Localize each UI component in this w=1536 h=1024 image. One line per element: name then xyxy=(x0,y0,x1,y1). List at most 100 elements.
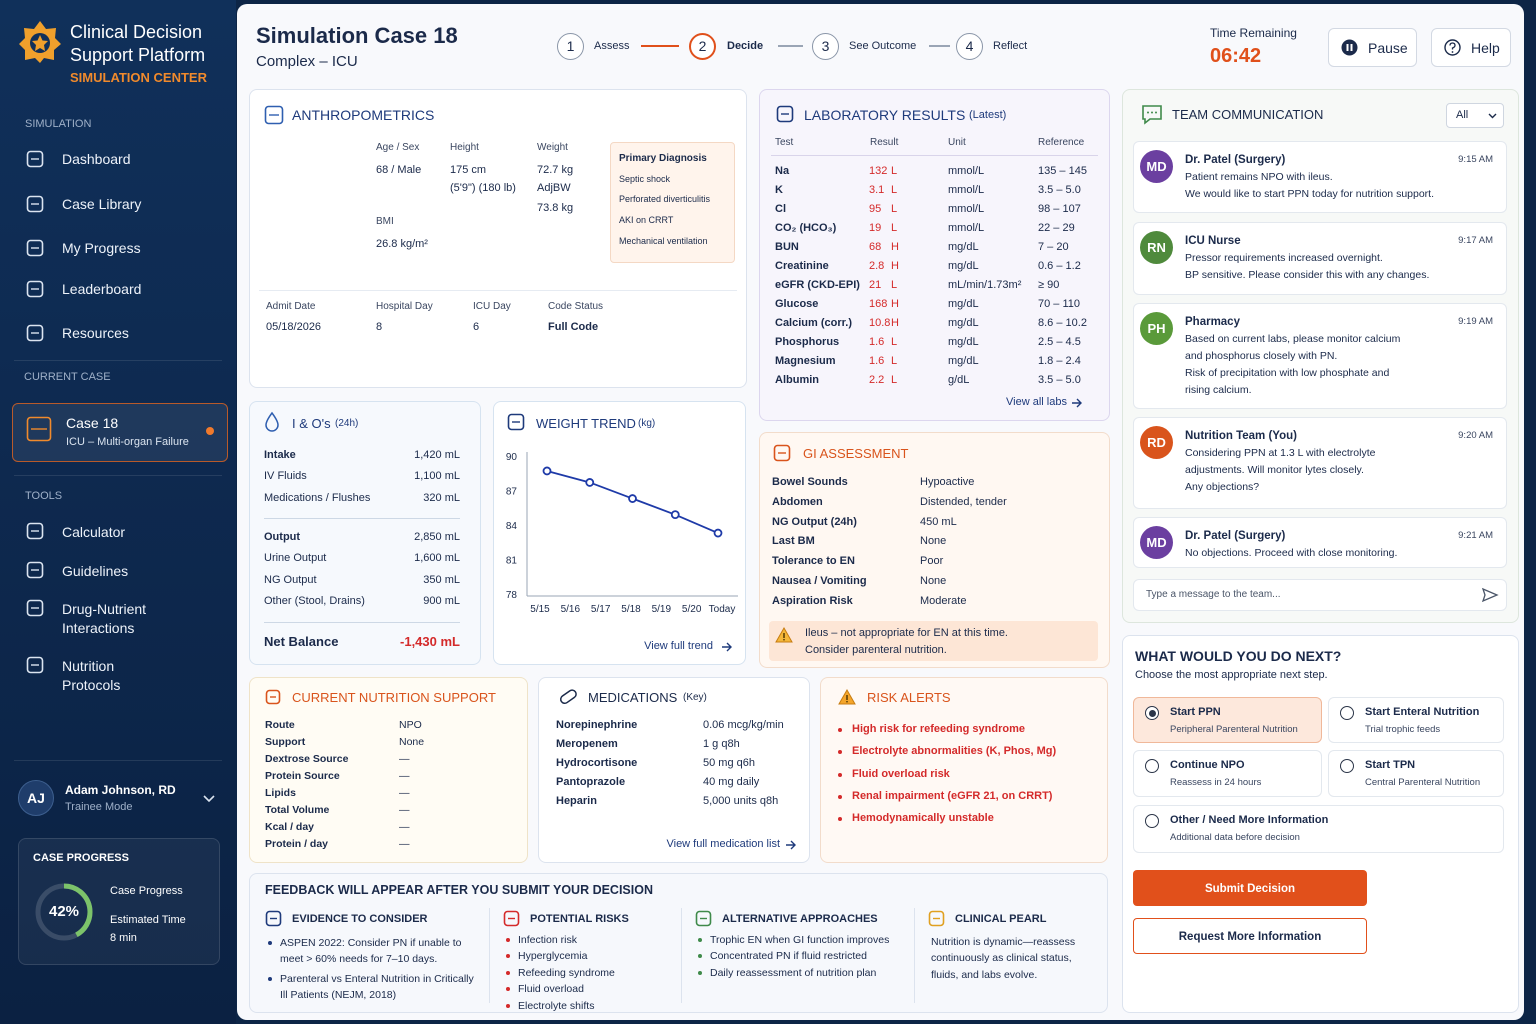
admin-label: Code Status xyxy=(548,301,604,312)
option-title[interactable]: Continue NPO xyxy=(1170,759,1245,771)
link[interactable]: View full medication list xyxy=(666,838,780,850)
bullet xyxy=(506,954,510,959)
divider xyxy=(264,518,460,519)
button-icon xyxy=(1444,39,1461,56)
feedback-title: FEEDBACK WILL APPEAR AFTER YOU SUBMIT YO… xyxy=(265,883,653,897)
admin-value: 05/18/2026 xyxy=(266,321,322,333)
bullet xyxy=(698,970,702,975)
gi-value: Moderate xyxy=(920,594,967,607)
button-icon xyxy=(1341,39,1358,56)
option-title[interactable]: Start Enteral Nutrition xyxy=(1365,706,1480,718)
option-subtitle[interactable]: Reassess in 24 hours xyxy=(1170,777,1262,788)
option-subtitle[interactable]: Peripheral Parenteral Nutrition xyxy=(1170,724,1298,735)
message-time: 9:17 AM xyxy=(1458,235,1493,246)
nutrition-label: Protein Source xyxy=(265,770,340,782)
filter-value[interactable]: All xyxy=(1456,109,1469,121)
nav-item[interactable]: Case Library xyxy=(62,196,142,212)
nutrition-value: NPO xyxy=(399,719,422,731)
progress-percent: 42% xyxy=(48,903,80,920)
option-subtitle[interactable]: Additional data before decision xyxy=(1170,832,1300,843)
option-subtitle[interactable]: Central Parenteral Nutrition xyxy=(1365,777,1481,788)
nav-item[interactable]: Drug-Nutrient Interactions xyxy=(62,601,147,636)
nav-item[interactable]: Nutrition Protocols xyxy=(62,658,121,693)
lab-flag: L xyxy=(891,355,898,367)
request-button[interactable] xyxy=(1133,918,1367,954)
option-card[interactable] xyxy=(1328,750,1504,797)
link[interactable]: View full trend xyxy=(644,640,713,652)
gi-value: Distended, tender xyxy=(920,495,1007,508)
gi-label: NG Output (24h) xyxy=(772,515,857,528)
message-author: Nutrition Team (You) xyxy=(1185,430,1298,442)
nav-item[interactable]: My Progress xyxy=(62,240,141,256)
nav-item[interactable]: Guidelines xyxy=(62,563,129,579)
pill-icon xyxy=(559,689,577,705)
card-title: GI ASSESSMENT xyxy=(803,446,909,461)
bullet xyxy=(506,938,510,942)
current-case-card[interactable] xyxy=(12,403,228,462)
radio[interactable] xyxy=(1145,814,1159,828)
nutrition-label: Total Volume xyxy=(265,804,330,816)
field-label: Age / Sex xyxy=(376,142,420,153)
field-value: 26.8 kg/m² xyxy=(376,238,428,250)
icon xyxy=(695,910,712,927)
page-title: Simulation Case 18 xyxy=(256,23,458,48)
feedback-item: Fluid overload xyxy=(518,983,584,996)
option-subtitle[interactable]: Trial trophic feeds xyxy=(1365,724,1441,735)
med-dose: 50 mg q6h xyxy=(703,757,755,769)
submit-button[interactable] xyxy=(1133,870,1367,906)
option-title[interactable]: Start PPN xyxy=(1170,706,1221,718)
step-label: Decide xyxy=(727,40,764,52)
gi-alert xyxy=(769,621,1098,661)
net-label: Net Balance xyxy=(264,634,339,649)
step-circle xyxy=(956,33,983,60)
option-title[interactable]: Start TPN xyxy=(1365,759,1416,771)
lab-flag: L xyxy=(891,203,898,215)
button-label[interactable]: Help xyxy=(1471,40,1500,56)
option-card[interactable] xyxy=(1328,697,1504,743)
icon xyxy=(26,522,44,540)
bullet xyxy=(838,728,842,732)
input-placeholder[interactable]: Type a message to the team... xyxy=(1146,589,1281,600)
nav-item[interactable]: Dashboard xyxy=(62,151,131,167)
io-value: 900 mL xyxy=(423,595,460,607)
page-subtitle: Complex – ICU xyxy=(256,53,358,70)
progress-label: Case Progress xyxy=(110,885,183,897)
submit-label[interactable]: Submit Decision xyxy=(1204,883,1296,895)
nutrition-label: Dextrose Source xyxy=(265,753,349,765)
gi-label: Aspiration Risk xyxy=(772,594,853,607)
message-author: Pharmacy xyxy=(1185,316,1240,328)
step-label: Reflect xyxy=(993,40,1028,52)
y-tick-label: 81 xyxy=(506,556,518,567)
bullet xyxy=(838,750,842,755)
column-header: Result xyxy=(870,137,899,148)
med-name: Norepinephrine xyxy=(556,719,638,731)
message-input[interactable] xyxy=(1133,579,1507,611)
button-label[interactable]: Pause xyxy=(1368,40,1408,56)
nutrition-value: — xyxy=(399,804,410,816)
option-card[interactable] xyxy=(1133,697,1322,743)
card-title: TEAM COMMUNICATION xyxy=(1172,107,1324,122)
send-icon xyxy=(1481,587,1499,603)
admin-value: 8 xyxy=(376,321,383,333)
option-card[interactable] xyxy=(1133,805,1504,853)
nav-item[interactable]: Leaderboard xyxy=(62,281,142,297)
nav-item[interactable]: Resources xyxy=(62,325,129,341)
message-time: 9:21 AM xyxy=(1458,530,1493,541)
radio[interactable] xyxy=(1145,759,1159,773)
request-label[interactable]: Request More Information xyxy=(1178,931,1322,943)
time-label: Time Remaining xyxy=(1210,26,1297,40)
message-card xyxy=(1133,517,1507,568)
med-name: Hydrocortisone xyxy=(556,757,638,769)
io-value: 2,850 mL xyxy=(414,531,460,543)
radio[interactable] xyxy=(1340,759,1354,773)
lab-test: Cl xyxy=(775,203,786,215)
lab-unit: mmol/L xyxy=(948,222,985,234)
option-card[interactable] xyxy=(1133,750,1322,797)
link[interactable]: View all labs xyxy=(1006,396,1067,408)
option-title[interactable]: Other / Need More Information xyxy=(1170,814,1329,826)
nav-item[interactable]: Calculator xyxy=(62,524,126,540)
message-avatar xyxy=(1140,526,1173,559)
trend-point xyxy=(670,510,680,520)
radio[interactable] xyxy=(1340,706,1354,720)
message-text: We would like to start PPN today for nut… xyxy=(1185,188,1435,200)
